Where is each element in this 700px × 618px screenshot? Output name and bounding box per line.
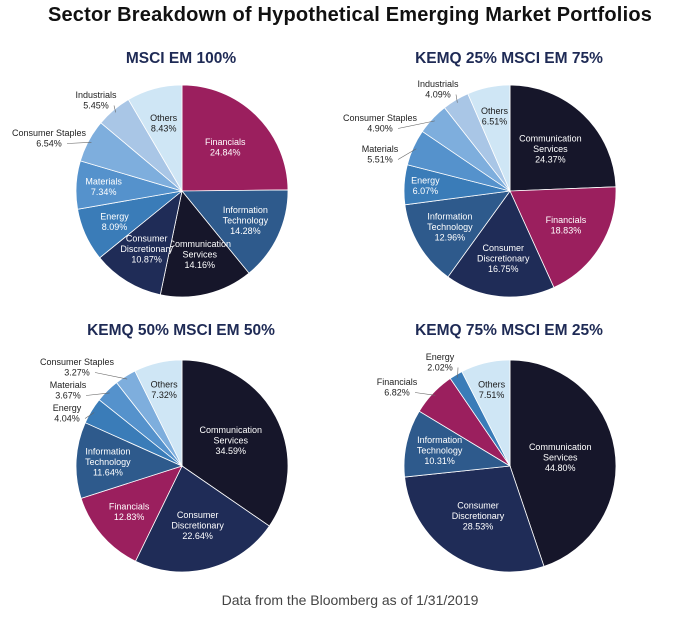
leader-line [113, 105, 116, 113]
slice-label-consumer-staples: Consumer Staples 6.54% [12, 128, 87, 149]
leader-line [414, 392, 436, 396]
pie-slice-information-technology [75, 422, 184, 499]
pie-slice-information-technology [181, 189, 289, 274]
slice-label-materials: Materials 3.67% [50, 380, 87, 401]
slice-label-information-technology: Information Technology 11.64% [85, 446, 131, 477]
pie-slice-others [461, 359, 511, 467]
slice-label-materials: Materials 5.51% [362, 144, 399, 165]
pie-slice-financials [181, 84, 289, 192]
chart-title-4: KEMQ 75% MSCI EM 25% [415, 322, 603, 339]
slice-label-others: Others 6.51% [481, 106, 509, 127]
slice-label-others: Others 8.43% [150, 113, 178, 134]
slice-label-energy: Energy 6.07% [411, 176, 440, 197]
slice-label-consumer-staples: Consumer Staples 3.27% [40, 357, 115, 378]
pie-slice-information-technology [404, 190, 511, 278]
leader-line [397, 148, 417, 160]
pie-slice-information-technology [403, 410, 512, 478]
slice-label-communication-services: Communication Services 24.37% [519, 133, 582, 164]
slice-label-consumer-discretionary: Consumer Discretionary 28.53% [452, 500, 505, 531]
slice-label-others: Others 7.32% [151, 379, 179, 400]
slice-label-consumer-discretionary: Consumer Discretionary 22.64% [171, 510, 224, 541]
slice-label-financials: Financials 18.83% [546, 215, 587, 236]
slice-label-consumer-discretionary: Consumer Discretionary 10.87% [120, 233, 173, 264]
chart-title-1: MSCI EM 100% [125, 50, 237, 67]
slice-label-energy: Energy 8.09% [100, 212, 129, 233]
pie-slice-financials [80, 465, 183, 562]
slice-label-industrials: Industrials 5.45% [75, 90, 117, 111]
slice-label-materials: Materials 7.34% [85, 176, 122, 197]
slice-label-information-technology: Information Technology 10.31% [417, 435, 463, 466]
slice-label-industrials: Industrials 4.09% [417, 79, 459, 100]
slice-label-energy: Energy 4.04% [53, 403, 82, 424]
chart-title-3: KEMQ 50% MSCI EM 50% [87, 322, 275, 339]
slice-label-consumer-staples: Consumer Staples 4.90% [343, 113, 418, 134]
chart-title-2: KEMQ 25% MSCI EM 75% [415, 50, 603, 67]
leader-line [85, 392, 110, 396]
slice-label-communication-services: Communication Services 34.59% [200, 425, 263, 456]
slice-label-others: Others 7.51% [478, 379, 506, 400]
leader-line [94, 372, 128, 380]
source-footnote: Data from the Bloomberg as of 1/31/2019 [221, 592, 479, 608]
pie-slice-others [127, 84, 183, 193]
leader-line [397, 120, 435, 129]
pie-slice-financials [509, 186, 617, 289]
leader-line [66, 142, 92, 144]
pie-slice-consumer-discretionary [99, 189, 183, 296]
pie-slice-communication-services [509, 84, 617, 192]
slice-label-financials: Financials 6.82% [377, 377, 418, 398]
slice-label-communication-services: Communication Services 14.16% [168, 239, 231, 270]
slice-label-financials: Financials 24.84% [205, 137, 246, 158]
leader-line [455, 94, 458, 103]
pie-slice-others [467, 84, 511, 192]
pie-slice-communication-services [181, 359, 289, 527]
main-title: Sector Breakdown of Hypothetical Emergin… [47, 4, 653, 26]
slice-label-information-technology: Information Technology 14.28% [223, 205, 269, 236]
pie-slice-consumer-discretionary [447, 190, 555, 298]
pie-slice-others [134, 359, 183, 467]
pie-slice-communication-services [509, 359, 617, 567]
pie-slice-consumer-discretionary [134, 465, 270, 573]
slice-label-communication-services: Communication Services 44.80% [529, 442, 592, 473]
pie-slice-communication-services [159, 190, 250, 298]
slice-label-energy: Energy 2.02% [426, 352, 455, 373]
slice-label-financials: Financials 12.83% [109, 502, 150, 522]
leader-line [84, 412, 95, 419]
slice-label-consumer-discretionary: Consumer Discretionary 16.75% [477, 243, 530, 274]
slice-label-information-technology: Information Technology 12.96% [427, 211, 473, 242]
pie-slice-consumer-discretionary [404, 465, 545, 573]
